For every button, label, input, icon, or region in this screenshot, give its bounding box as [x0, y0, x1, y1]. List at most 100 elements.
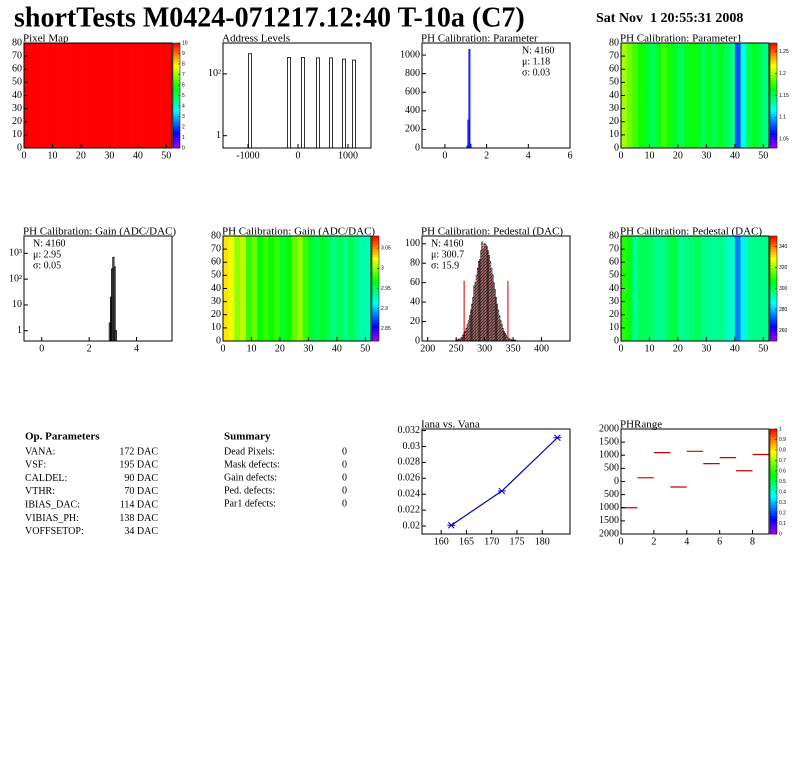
palette-cell — [372, 246, 379, 250]
summary-value: 0 — [342, 459, 347, 470]
palette-cell — [770, 111, 777, 115]
heatmap-cell — [632, 236, 639, 341]
palette-cell — [173, 90, 180, 94]
stats-line: μ: 300.7 — [431, 249, 464, 260]
x-tick-label: 2 — [484, 150, 489, 161]
palette-cell — [770, 476, 777, 480]
x-tick-label: 20 — [76, 150, 86, 161]
palette-cell — [770, 241, 777, 245]
palette-cell — [372, 270, 379, 274]
palette-label: 2 — [182, 124, 185, 130]
palette-cell — [770, 455, 777, 459]
param-value: 90 DAC — [124, 473, 158, 484]
y-tick-label: 10 — [211, 322, 221, 333]
palette-cell — [372, 272, 379, 276]
x-tick-label: 40 — [133, 150, 143, 161]
stats-line: N: 4160 — [33, 238, 66, 249]
palette-cell — [372, 312, 379, 316]
palette-cell — [770, 288, 777, 292]
y-tick-label: 80 — [410, 258, 420, 269]
palette-cell — [770, 452, 777, 456]
y-tick-label: 0.032 — [398, 425, 421, 436]
stats-line: σ: 0.05 — [33, 260, 61, 271]
y-tick-label: 500 — [604, 489, 619, 500]
y-tick-label: 70 — [609, 243, 619, 254]
y-tick-label: 1500 — [599, 515, 619, 526]
palette-cell — [372, 320, 379, 323]
histogram-bar — [114, 330, 117, 342]
spike — [287, 57, 291, 149]
x-tick-label: 10 — [644, 343, 654, 354]
y-tick-label: 800 — [405, 68, 420, 79]
y-tick-label: 60 — [410, 277, 420, 288]
palette-cell — [770, 272, 777, 276]
stats-line: N: 4160 — [431, 238, 464, 249]
y-tick-label: 0 — [614, 335, 619, 346]
palette-cell — [173, 79, 180, 83]
spike — [316, 57, 320, 149]
palette-cell — [173, 69, 180, 73]
y-tick-label: 20 — [609, 309, 619, 320]
y-tick-label: 40 — [609, 283, 619, 294]
heatmap-cell — [35, 43, 42, 148]
palette-cell — [173, 92, 180, 96]
y-tick-label: 60 — [12, 64, 22, 75]
heatmap-cell — [666, 236, 673, 341]
palette-cell — [173, 111, 180, 115]
y-tick-label: 2000 — [599, 528, 619, 539]
palette-cell — [770, 436, 777, 440]
palette-label: 1.25 — [779, 49, 789, 55]
palette-cell — [770, 270, 777, 274]
y-tick-label: 40 — [12, 90, 22, 101]
heatmap-cell — [655, 43, 662, 148]
palette-cell — [173, 77, 180, 81]
heatmap-cell — [245, 236, 252, 341]
palette-cell — [770, 124, 777, 128]
heatmap-cell — [763, 43, 770, 148]
palette-cell — [770, 312, 777, 316]
histogram-bar — [113, 266, 116, 342]
y-tick-label: 10 — [609, 322, 619, 333]
y-tick-label: 10² — [208, 68, 221, 79]
frame — [23, 235, 173, 342]
param-name: VIBIAS_PH: — [25, 513, 79, 524]
y-tick-label: 70 — [12, 50, 22, 61]
palette-label: 0 — [182, 145, 185, 151]
y-tick-label: 50 — [609, 77, 619, 88]
heatmap-cell — [279, 236, 286, 341]
heatmap-cell — [632, 43, 639, 148]
palette-cell — [173, 140, 180, 144]
palette-cell — [770, 259, 777, 263]
palette-cell — [770, 442, 777, 446]
palette-cell — [372, 259, 379, 263]
x-tick-label: 0 — [39, 343, 44, 354]
heatmap-cell — [109, 43, 116, 148]
param-value: 195 DAC — [119, 460, 158, 471]
palette-cell — [173, 74, 180, 78]
palette-label: 3 — [182, 114, 185, 120]
heatmap-cell — [672, 43, 679, 148]
palette-cell — [372, 333, 379, 337]
heatmap-cell — [319, 236, 326, 341]
y-tick-label: 600 — [405, 87, 420, 98]
heatmap-cell — [677, 236, 684, 341]
heatmap-cell — [325, 236, 332, 341]
palette-cell — [770, 325, 777, 329]
heatmap-cell — [126, 43, 133, 148]
heatmap-cell — [660, 236, 667, 341]
palette-cell — [770, 127, 777, 130]
y-tick-label: 10 — [609, 129, 619, 140]
palette-label: 280 — [779, 307, 788, 313]
heatmap-cell — [262, 236, 269, 341]
palette-cell — [173, 64, 180, 67]
y-tick-label: 50 — [609, 270, 619, 281]
param-value: 70 DAC — [124, 486, 158, 497]
palette-cell — [770, 513, 777, 516]
palette-cell — [770, 50, 777, 54]
summary-label: Dead Pixels: — [224, 446, 275, 457]
palette-cell — [173, 108, 180, 112]
palette-label: 0.3 — [779, 500, 786, 506]
palette-cell — [372, 317, 379, 321]
pad-title: PH Calibration: Gain (ADC/DAC) — [222, 226, 375, 238]
heatmap-cell — [240, 236, 247, 341]
